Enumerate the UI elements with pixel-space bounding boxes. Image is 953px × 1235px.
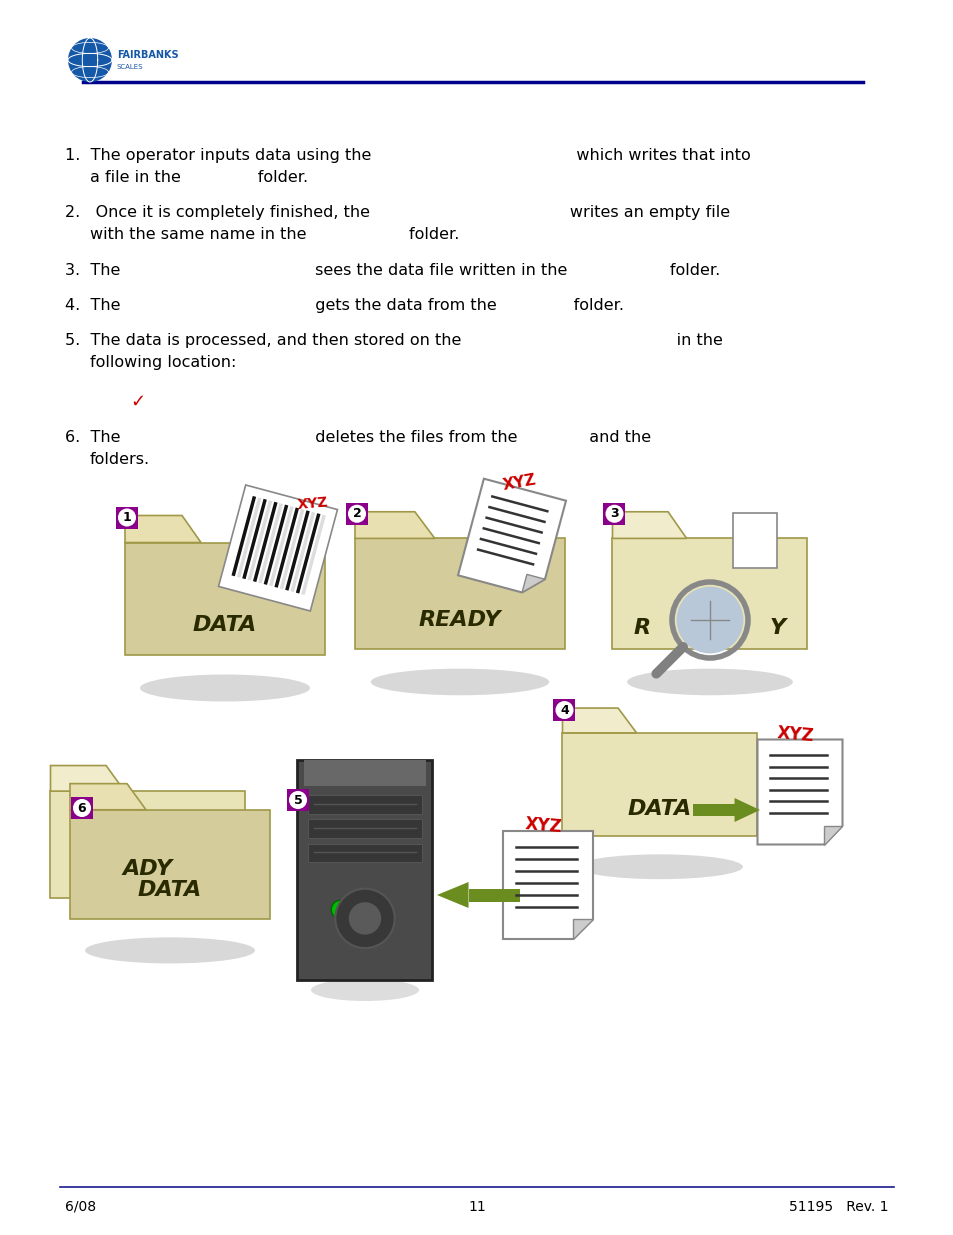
Text: 11: 11: [468, 1200, 485, 1214]
Circle shape: [555, 701, 573, 719]
Text: with the same name in the                    folder.: with the same name in the folder.: [90, 227, 459, 242]
FancyBboxPatch shape: [468, 888, 519, 902]
FancyBboxPatch shape: [125, 542, 325, 655]
Polygon shape: [502, 831, 593, 939]
FancyBboxPatch shape: [692, 804, 734, 816]
Text: DATA: DATA: [627, 799, 691, 819]
Text: 2: 2: [353, 508, 361, 520]
Polygon shape: [823, 826, 841, 845]
Polygon shape: [51, 766, 125, 792]
FancyBboxPatch shape: [51, 792, 245, 898]
Text: 5.  The data is processed, and then stored on the                               : 5. The data is processed, and then store…: [65, 333, 722, 348]
Circle shape: [370, 904, 381, 915]
Text: XYZ: XYZ: [501, 473, 537, 494]
Text: DATA: DATA: [138, 879, 202, 899]
Circle shape: [72, 799, 91, 818]
Text: folders.: folders.: [90, 452, 150, 467]
FancyBboxPatch shape: [732, 513, 776, 568]
Text: 6/08: 6/08: [65, 1200, 96, 1214]
Polygon shape: [218, 485, 337, 611]
Text: XYZ: XYZ: [296, 495, 328, 511]
Text: SCALES: SCALES: [117, 64, 143, 70]
FancyBboxPatch shape: [346, 503, 368, 525]
Polygon shape: [125, 515, 201, 542]
Text: 6: 6: [77, 802, 86, 815]
FancyBboxPatch shape: [71, 797, 92, 819]
Text: FAIRBANKS: FAIRBANKS: [117, 49, 178, 61]
Text: 51195   Rev. 1: 51195 Rev. 1: [789, 1200, 888, 1214]
FancyBboxPatch shape: [603, 503, 625, 525]
Ellipse shape: [85, 937, 254, 963]
FancyBboxPatch shape: [287, 789, 309, 811]
FancyBboxPatch shape: [116, 506, 138, 529]
Text: R: R: [633, 618, 650, 638]
Ellipse shape: [371, 668, 549, 695]
Circle shape: [605, 505, 623, 522]
Text: 2.   Once it is completely finished, the                                       w: 2. Once it is completely finished, the w: [65, 205, 729, 220]
Ellipse shape: [626, 668, 792, 695]
Text: READY: READY: [418, 610, 500, 630]
Circle shape: [676, 587, 742, 653]
Ellipse shape: [311, 979, 418, 1002]
FancyBboxPatch shape: [308, 819, 421, 839]
Text: XYZ: XYZ: [776, 724, 814, 745]
Polygon shape: [734, 798, 760, 823]
Circle shape: [331, 900, 350, 919]
FancyBboxPatch shape: [70, 810, 270, 919]
FancyBboxPatch shape: [553, 699, 575, 721]
Ellipse shape: [140, 674, 310, 701]
FancyBboxPatch shape: [308, 795, 421, 814]
Text: DATA: DATA: [193, 615, 257, 635]
Polygon shape: [70, 784, 146, 810]
Polygon shape: [562, 708, 636, 732]
Text: 4.  The                                      gets the data from the             : 4. The gets the data from the: [65, 298, 623, 312]
Text: 3.  The                                      sees the data file written in the  : 3. The sees the data file written in the: [65, 263, 720, 278]
Text: 4: 4: [559, 704, 568, 716]
Polygon shape: [436, 882, 468, 908]
Circle shape: [289, 790, 307, 809]
Text: ADY: ADY: [123, 860, 172, 879]
FancyBboxPatch shape: [355, 538, 564, 650]
Text: ✓: ✓: [130, 393, 145, 411]
Circle shape: [118, 509, 136, 526]
FancyBboxPatch shape: [562, 732, 757, 836]
Polygon shape: [573, 919, 593, 939]
Circle shape: [348, 505, 366, 522]
Polygon shape: [521, 574, 544, 593]
Ellipse shape: [577, 855, 742, 879]
Text: 3: 3: [610, 508, 618, 520]
Polygon shape: [457, 479, 565, 593]
Polygon shape: [757, 740, 841, 845]
FancyBboxPatch shape: [308, 844, 421, 862]
Polygon shape: [612, 511, 686, 538]
Text: a file in the               folder.: a file in the folder.: [90, 170, 308, 185]
Text: 5: 5: [294, 794, 302, 806]
Text: Y: Y: [769, 618, 785, 638]
FancyBboxPatch shape: [612, 538, 806, 650]
Text: 1.  The operator inputs data using the                                        wh: 1. The operator inputs data using the wh: [65, 148, 750, 163]
Text: 6.  The                                      deletes the files from the         : 6. The deletes the files from the: [65, 430, 651, 445]
Text: XYZ: XYZ: [524, 815, 562, 836]
Circle shape: [335, 889, 395, 948]
FancyBboxPatch shape: [297, 760, 432, 981]
Polygon shape: [355, 511, 435, 538]
Circle shape: [349, 903, 381, 935]
Text: following location:: following location:: [90, 354, 236, 370]
FancyBboxPatch shape: [304, 760, 425, 787]
Circle shape: [68, 38, 112, 82]
Text: 1: 1: [123, 511, 132, 524]
